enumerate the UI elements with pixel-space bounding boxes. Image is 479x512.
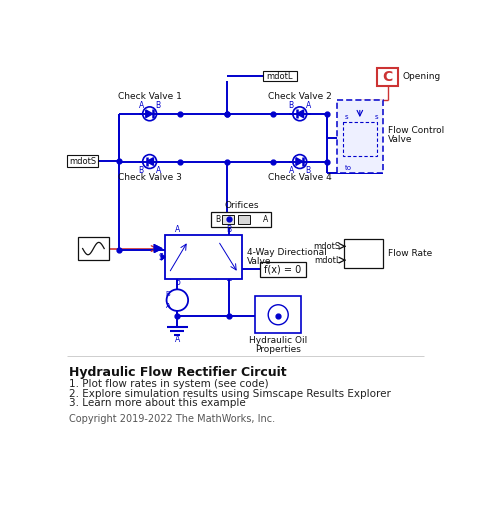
Text: s: s: [375, 114, 378, 120]
Text: Copyright 2019-2022 The MathWorks, Inc.: Copyright 2019-2022 The MathWorks, Inc.: [69, 414, 275, 424]
Text: Check Valve 4: Check Valve 4: [268, 173, 331, 182]
Text: B: B: [166, 291, 171, 297]
Polygon shape: [154, 245, 162, 252]
Text: 3. Learn more about this example: 3. Learn more about this example: [69, 398, 246, 408]
Bar: [255, 296, 301, 333]
Text: Orifices: Orifices: [224, 201, 259, 210]
Text: f(x) = 0: f(x) = 0: [264, 264, 301, 274]
Bar: [344, 239, 383, 268]
Text: B: B: [227, 225, 231, 234]
Text: A: A: [156, 165, 161, 175]
Text: Hydraulic Flow Rectifier Circuit: Hydraulic Flow Rectifier Circuit: [69, 366, 286, 378]
Text: 1. Plot flow rates in system (see code): 1. Plot flow rates in system (see code): [69, 379, 268, 390]
Text: Flow Rate: Flow Rate: [388, 249, 432, 258]
Text: A: A: [306, 101, 311, 110]
Text: A: A: [263, 215, 269, 224]
Bar: [67, 155, 98, 167]
Text: B: B: [156, 101, 160, 110]
Text: Valve: Valve: [388, 136, 412, 144]
Polygon shape: [297, 110, 304, 118]
Text: Check Valve 2: Check Valve 2: [268, 92, 331, 101]
Bar: [238, 215, 250, 224]
Bar: [260, 262, 306, 277]
Bar: [337, 100, 383, 173]
Text: Flow Control: Flow Control: [388, 126, 444, 135]
Text: A: A: [289, 165, 294, 175]
Text: A: A: [175, 335, 180, 344]
Bar: [78, 237, 109, 260]
Text: to: to: [344, 165, 352, 170]
Text: B: B: [138, 165, 144, 175]
Text: C: C: [382, 70, 393, 84]
Text: mdotS: mdotS: [313, 242, 341, 251]
Text: A: A: [138, 101, 144, 110]
Bar: [263, 71, 297, 81]
Bar: [377, 68, 399, 86]
Text: B: B: [289, 101, 294, 110]
Text: Valve: Valve: [247, 257, 271, 266]
Text: mdotL: mdotL: [266, 72, 293, 80]
Text: Check Valve 1: Check Valve 1: [118, 92, 182, 101]
Text: s: s: [344, 114, 348, 120]
Text: A: A: [166, 303, 171, 309]
Bar: [165, 234, 242, 280]
Bar: [343, 121, 377, 156]
Text: 4-Way Directional: 4-Way Directional: [247, 248, 326, 257]
Bar: [222, 215, 234, 224]
Text: Properties: Properties: [255, 345, 301, 354]
Text: S: S: [158, 252, 163, 262]
Text: Hydraulic Oil: Hydraulic Oil: [249, 336, 308, 346]
Polygon shape: [146, 110, 153, 118]
Text: mdotS: mdotS: [69, 157, 96, 166]
Text: A: A: [175, 225, 180, 234]
Text: Check Valve 3: Check Valve 3: [118, 173, 182, 182]
Text: 2. Explore simulation results using Simscape Results Explorer: 2. Explore simulation results using Sims…: [69, 389, 391, 399]
Text: B: B: [306, 165, 311, 175]
Text: Opening: Opening: [403, 72, 441, 81]
Text: P: P: [175, 280, 180, 289]
Text: B: B: [215, 215, 220, 224]
Polygon shape: [296, 158, 303, 165]
Bar: [211, 211, 271, 227]
Text: mdotL: mdotL: [314, 255, 341, 265]
Polygon shape: [147, 158, 153, 165]
Polygon shape: [161, 254, 165, 260]
Text: T: T: [227, 280, 231, 289]
